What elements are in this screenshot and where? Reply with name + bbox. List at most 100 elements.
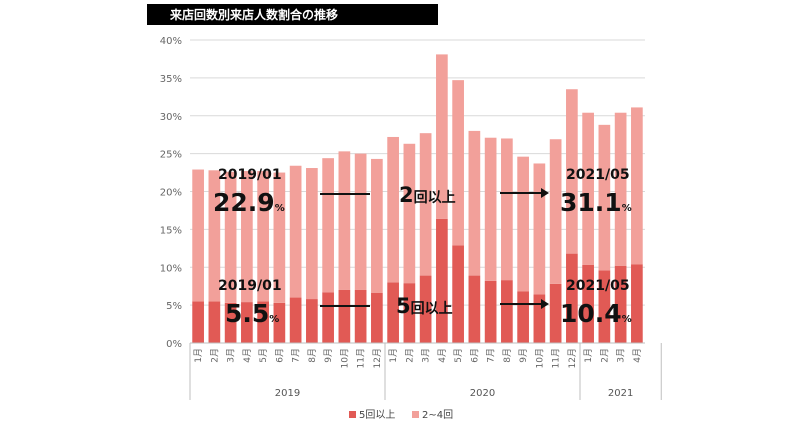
bar-segment-5plus [533, 294, 546, 343]
x-tick-label: 12月 [372, 348, 383, 368]
x-tick-label: 11月 [551, 348, 562, 368]
annotation-bottom-left-date: 2019/01 [218, 278, 282, 294]
annotation-top-right-date: 2021/05 [566, 167, 630, 183]
y-tick-label: 10% [160, 263, 182, 274]
x-tick-label: 9月 [323, 348, 334, 363]
bar-segment-5plus [338, 289, 351, 343]
bar-segment-2to4 [582, 112, 594, 265]
bar-segment-2to4 [419, 133, 432, 276]
x-tick-label: 9月 [518, 348, 529, 363]
x-tick-label: 8月 [307, 348, 318, 363]
bar-segment-2to4 [501, 138, 513, 281]
arrow-top-right-head [541, 188, 549, 198]
bar-segment-5plus [598, 270, 611, 343]
bar-segment-5plus [452, 245, 464, 343]
bar-segment-5plus [484, 280, 497, 343]
bar-segment-2to4 [598, 124, 611, 271]
x-tick-label: 6月 [274, 348, 285, 363]
bar-segment-2to4 [224, 171, 237, 303]
year-label: 2020 [470, 388, 495, 399]
legend-swatch-5plus [349, 411, 356, 418]
x-tick-label: 1月 [583, 348, 594, 363]
bar-segment-5plus [468, 275, 481, 343]
y-tick-label: 20% [160, 188, 182, 199]
bar-segment-2to4 [517, 156, 529, 292]
bar-segment-5plus [631, 264, 643, 343]
bar-segment-5plus [582, 264, 594, 343]
x-tick-label: 10月 [534, 348, 545, 368]
bar-segment-5plus [354, 289, 367, 343]
x-tick-label: 3月 [616, 348, 627, 363]
bar-segment-2to4 [289, 165, 302, 298]
bar-segment-5plus [224, 302, 237, 343]
annotation-bottom-left-value: 5.5% [225, 299, 279, 328]
x-tick-label: 3月 [226, 348, 237, 363]
x-tick-label: 2月 [599, 348, 610, 363]
y-tick-label: 40% [160, 36, 182, 47]
x-tick-label: 11月 [356, 348, 367, 368]
bar-segment-2to4 [549, 139, 562, 284]
bar-segment-2to4 [484, 137, 497, 281]
y-tick-label: 0% [166, 339, 182, 350]
title-background [147, 4, 438, 25]
bar-segment-5plus [192, 301, 204, 343]
bar-segment-2to4 [631, 107, 643, 265]
x-tick-label: 12月 [567, 348, 578, 368]
bar-segment-2to4 [322, 158, 334, 293]
x-tick-label: 4月 [632, 348, 643, 363]
x-tick-label: 4月 [242, 348, 253, 363]
bar-segment-2to4 [306, 168, 318, 300]
legend-swatch-2to4 [412, 411, 419, 418]
bar-segment-2to4 [257, 171, 269, 302]
y-tick-label: 5% [166, 301, 182, 312]
bar-segment-2to4 [468, 130, 481, 276]
bar-segment-2to4 [436, 54, 448, 219]
bar-segment-2to4 [452, 80, 464, 246]
x-tick-label: 2月 [404, 348, 415, 363]
bar-segment-5plus [419, 275, 432, 343]
annotation-top-left-date: 2019/01 [218, 167, 282, 183]
arrow-bottom-right-head [541, 299, 549, 309]
x-tick-label: 5月 [453, 348, 464, 363]
bar-segment-2to4 [566, 89, 578, 254]
x-tick-label: 4月 [437, 348, 448, 363]
bar-segment-5plus [566, 253, 578, 343]
bar-segment-5plus [436, 218, 448, 343]
chart-title: 来店回数別来店人数割合の推移 [169, 7, 338, 22]
bar-segment-2to4 [354, 153, 367, 290]
y-axis-ticks: 0% 5% 10% 15% 20% 25% 30% 35% 40% [160, 36, 182, 350]
year-label: 2019 [275, 388, 300, 399]
y-tick-label: 30% [160, 112, 182, 123]
legend-label-5plus: 5回以上 [359, 409, 395, 421]
bar-segment-2to4 [338, 151, 351, 290]
bar-segment-2to4 [533, 163, 546, 295]
annotation-top-mid-label: 2回以上 [399, 183, 456, 207]
bar-segment-5plus [371, 293, 383, 343]
bar-segment-2to4 [192, 169, 204, 302]
bar-segment-2to4 [371, 158, 383, 294]
x-tick-label: 7月 [486, 348, 497, 363]
y-tick-label: 25% [160, 150, 182, 161]
bar-segment-5plus [387, 282, 399, 343]
bar-segment-5plus [289, 297, 302, 343]
bar-segment-2to4 [614, 112, 627, 266]
x-tick-label: 1月 [388, 348, 399, 363]
x-axis: 1月 2月 3月 4月 5月 6月 7月 8月 9月 10月 11月 12月 1月 2月 3月 4月 5月 6月 7… [189, 342, 662, 400]
bar-segment-5plus [306, 299, 318, 343]
annotation-bottom-right-date: 2021/05 [566, 278, 630, 294]
bar-segment-2to4 [208, 170, 221, 302]
x-tick-label: 1月 [193, 348, 204, 363]
x-tick-label: 3月 [421, 348, 432, 363]
bar-segment-2to4 [241, 171, 253, 303]
bar-segment-5plus [403, 283, 416, 343]
annotation-bottom-mid-label: 5回以上 [396, 294, 453, 318]
bars [192, 54, 643, 343]
x-tick-label: 8月 [502, 348, 513, 363]
bar-segment-5plus [208, 301, 221, 343]
bar-segment-2to4 [403, 143, 416, 284]
legend: 5回以上 2~4回 [349, 409, 453, 421]
bar-segment-2to4 [387, 136, 399, 283]
bar-segment-5plus [501, 280, 513, 343]
bar-segment-5plus [322, 292, 334, 343]
